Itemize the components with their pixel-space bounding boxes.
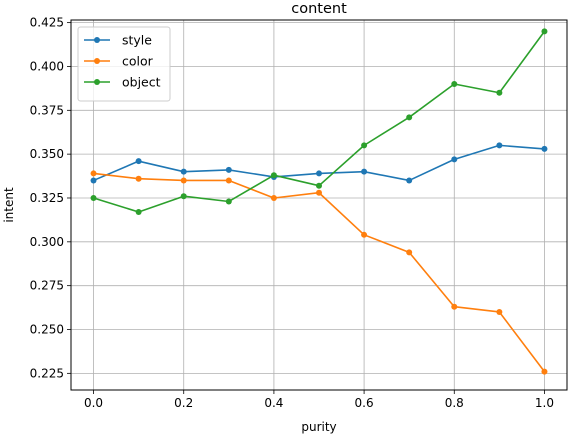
x-tick-label: 0.4 <box>264 396 283 410</box>
legend-marker <box>94 37 100 43</box>
data-point-color <box>451 303 458 310</box>
data-point-style <box>316 170 322 177</box>
data-point-color <box>180 177 187 184</box>
y-tick-label: 0.425 <box>30 16 64 30</box>
data-point-object <box>361 142 368 149</box>
y-tick-label: 0.300 <box>30 235 64 249</box>
data-point-style <box>541 145 548 152</box>
y-tick-label: 0.375 <box>30 103 64 117</box>
y-tick-label: 0.325 <box>30 191 64 205</box>
data-point-object <box>135 209 142 216</box>
x-axis: 0.0 0.2 0.4 0.6 0.8 1.0 <box>84 390 554 410</box>
series-line-color <box>93 172 546 373</box>
data-point-style <box>361 168 368 175</box>
x-tick-label: 0.8 <box>445 396 464 410</box>
data-point-style <box>406 177 413 184</box>
data-point-object <box>541 28 548 35</box>
data-point-object <box>451 81 458 88</box>
x-tick-label: 0.0 <box>84 396 103 410</box>
data-point-color <box>361 231 368 238</box>
data-point-object <box>406 114 413 121</box>
y-tick-label: 0.400 <box>30 59 64 73</box>
legend: style color object <box>77 26 171 102</box>
y-tick-label: 0.250 <box>30 323 64 337</box>
data-point-object <box>270 172 277 179</box>
legend-item-style: style <box>84 33 152 48</box>
y-tick-label: 0.350 <box>30 147 64 161</box>
y-axis-label: intent <box>2 187 16 223</box>
data-point-object <box>225 198 232 205</box>
x-tick-label: 1.0 <box>535 396 554 410</box>
data-point-style <box>496 142 503 149</box>
data-point-style <box>90 177 97 184</box>
data-point-object <box>90 194 97 201</box>
data-point-style <box>180 168 187 175</box>
chart-title: content <box>291 1 347 17</box>
legend-marker <box>94 79 100 85</box>
data-point-color <box>316 189 322 196</box>
data-point-color <box>496 308 503 315</box>
legend-label: object <box>122 75 161 90</box>
data-point-object <box>180 193 187 200</box>
legend-label: style <box>122 33 152 48</box>
data-point-object <box>496 89 503 96</box>
x-tick-label: 0.2 <box>174 396 193 410</box>
plot-lines <box>90 28 548 375</box>
data-point-color <box>270 194 277 201</box>
data-point-style <box>225 166 232 173</box>
series-style <box>90 142 548 184</box>
series-object <box>90 28 548 216</box>
legend-item-object: object <box>84 75 161 90</box>
data-point-style <box>451 156 458 163</box>
y-axis: 0.225 0.250 0.275 0.300 0.325 0.350 0.375 0.400… <box>30 16 71 380</box>
y-tick-label: 0.225 <box>30 366 64 380</box>
x-axis-label: purity <box>301 420 336 434</box>
data-point-color <box>225 177 232 184</box>
data-point-object <box>316 182 322 189</box>
legend-label: color <box>122 54 154 69</box>
plot-frame <box>70 19 568 391</box>
legend-item-color: color <box>84 54 154 69</box>
legend-marker <box>94 58 100 64</box>
data-point-color <box>90 170 97 177</box>
data-point-color <box>135 175 142 182</box>
y-tick-label: 0.275 <box>30 279 64 293</box>
x-tick-label: 0.6 <box>355 396 374 410</box>
series-color <box>90 170 548 375</box>
grid <box>71 20 567 390</box>
data-point-color <box>541 368 548 375</box>
data-point-color <box>406 249 413 256</box>
data-point-style <box>135 158 142 165</box>
